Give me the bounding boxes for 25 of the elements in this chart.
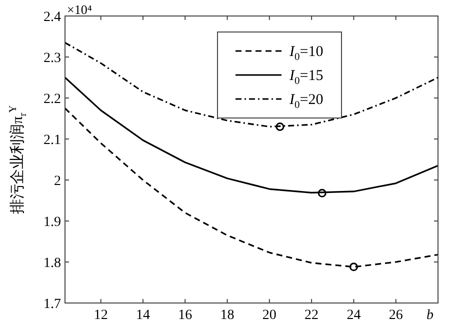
x-tick-label: 26	[388, 308, 403, 323]
x-tick-label: 16	[178, 308, 192, 323]
x-tick-label: 20	[262, 308, 276, 323]
point	[276, 122, 284, 131]
y-tick-label: 2	[54, 174, 61, 189]
y-tick-label: 1.7	[44, 297, 61, 312]
y-tick-label: 1.8	[44, 256, 61, 271]
x-tick-label: 14	[136, 308, 150, 323]
annotation: ×10⁴	[67, 2, 92, 17]
x-axis-title: b	[426, 308, 434, 323]
x-tick-label: 22	[304, 308, 319, 323]
line-series	[64, 42, 439, 128]
y-tick-label: 1.9	[44, 215, 61, 230]
y-tick-label: 2.4	[44, 10, 61, 25]
legend-label: I$_{0}$=15	[288, 68, 324, 87]
point	[318, 188, 326, 198]
x-tick-label: 18	[220, 308, 234, 323]
y-tick-label: 2.1	[44, 133, 61, 148]
x-tick-label: 24	[346, 308, 361, 323]
legend-label: I$_{0}$=20	[288, 92, 324, 111]
point	[349, 262, 358, 272]
y-tick-label: 2.2	[44, 92, 61, 107]
y-tick-label: 2.3	[44, 51, 61, 66]
legend-label: I$_{0}$=10	[288, 44, 324, 63]
x-tick-label: 12	[94, 308, 108, 323]
